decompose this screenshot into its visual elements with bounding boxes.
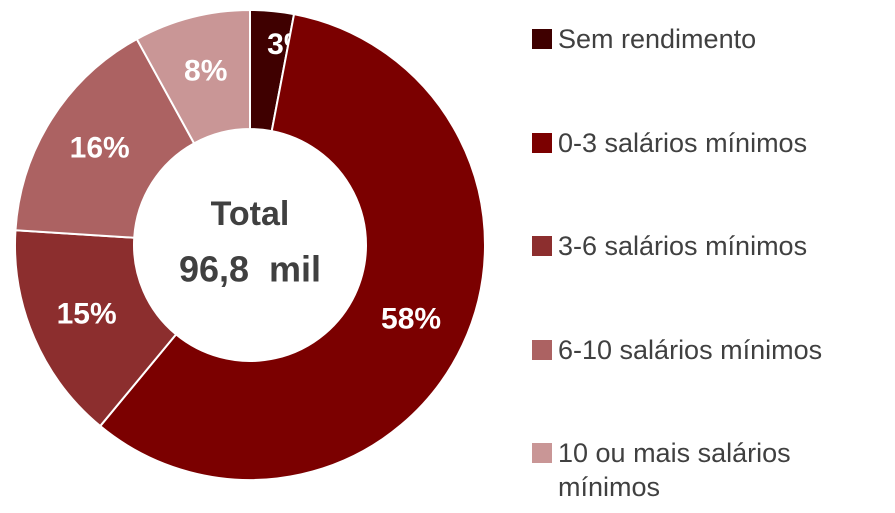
legend-item: 6-10 salários mínimos	[532, 333, 862, 367]
legend-label: 3-6 salários mínimos	[558, 231, 808, 261]
legend-swatch	[532, 443, 552, 463]
legend-item: 10 ou mais salários mínimos	[532, 436, 862, 504]
legend-label: Sem rendimento	[558, 24, 757, 54]
donut-slice	[14, 229, 178, 428]
legend-swatch	[532, 132, 552, 153]
legend-label: 10 ou mais salários mínimos	[558, 438, 791, 502]
legend-swatch	[532, 339, 552, 360]
legend-item: 0-3 salários mínimos	[532, 126, 862, 160]
data-label: 16%	[70, 132, 130, 165]
donut-slice	[98, 12, 486, 481]
legend-swatch	[532, 29, 552, 49]
donut-slice	[14, 37, 196, 239]
legend-item: Sem rendimento	[532, 22, 862, 56]
data-label: 15%	[57, 298, 117, 331]
center-title: Total	[211, 195, 290, 233]
data-label: 58%	[381, 303, 441, 336]
legend-label: 0-3 salários mínimos	[558, 127, 808, 158]
data-label: 8%	[184, 55, 227, 88]
donut-slice	[135, 8, 251, 145]
legend-label: 6-10 salários mínimos	[558, 334, 823, 365]
center-value: 96,8 mil	[179, 249, 321, 290]
legend-swatch	[532, 236, 552, 256]
legend-item: 3-6 salários mínimos	[532, 229, 862, 263]
